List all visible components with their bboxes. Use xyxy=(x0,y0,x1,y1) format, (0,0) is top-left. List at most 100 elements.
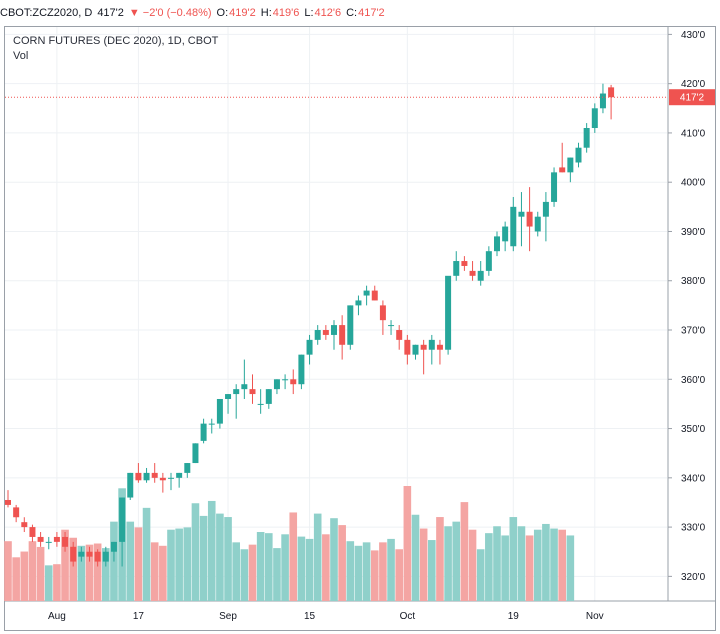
candle-body xyxy=(135,472,142,481)
candle-body xyxy=(70,546,77,562)
candle-body xyxy=(21,522,28,528)
volume-bar xyxy=(281,534,289,601)
last-price: 417'2 xyxy=(97,7,124,19)
candle-body xyxy=(542,201,549,217)
volume-bar xyxy=(419,528,428,601)
candle-body xyxy=(233,389,240,395)
candle-body xyxy=(404,339,411,355)
volume-bar xyxy=(77,545,86,601)
volume-bar xyxy=(44,565,53,601)
volume-bar xyxy=(428,540,436,601)
candle-body xyxy=(273,379,280,390)
volume-bar xyxy=(517,526,526,601)
candle-body xyxy=(168,477,174,479)
volume-bar xyxy=(69,537,77,601)
volume-bar xyxy=(468,529,477,601)
candle-body xyxy=(599,93,606,109)
y-tick-label: 360'0 xyxy=(681,375,706,386)
close-value: 417'2 xyxy=(358,7,385,19)
volume-bar xyxy=(305,538,314,601)
y-tick-label: 340'0 xyxy=(681,473,706,484)
y-tick-label: 350'0 xyxy=(681,424,706,435)
volume-bar xyxy=(354,545,363,601)
volume-label: Vol xyxy=(13,50,29,62)
candle-body xyxy=(13,507,20,518)
candle-body xyxy=(216,398,223,424)
candle-body xyxy=(583,128,590,148)
volume-bar xyxy=(53,564,61,601)
volume-bar xyxy=(550,528,558,601)
candle-body xyxy=(363,290,370,296)
x-tick-label: 19 xyxy=(508,611,520,622)
candle-body xyxy=(559,167,566,173)
candle-body xyxy=(151,472,158,478)
volume-bar xyxy=(150,542,159,601)
candle-body xyxy=(62,536,69,547)
candle-body xyxy=(192,443,199,464)
candle-body xyxy=(331,325,337,335)
chart-frame[interactable] xyxy=(4,26,716,631)
candle-body xyxy=(510,206,517,247)
volume-bar xyxy=(346,541,355,601)
volume-bar xyxy=(542,523,550,601)
volume-bar xyxy=(207,500,216,601)
volume-bar xyxy=(525,535,534,601)
candle-body xyxy=(29,527,36,537)
candle-body xyxy=(225,394,232,399)
volume-bar xyxy=(338,525,346,601)
candle-body xyxy=(94,551,101,562)
high-value: 419'6 xyxy=(272,7,300,19)
volume-bar xyxy=(289,512,298,601)
candle-body xyxy=(78,551,85,557)
candle-body xyxy=(502,226,509,242)
candle-body xyxy=(241,384,248,390)
volume-bar xyxy=(370,550,379,601)
chart-title: CORN FUTURES (DEC 2020), 1D, CBOT xyxy=(13,35,219,47)
candle-body xyxy=(412,344,419,355)
candle-body xyxy=(5,499,11,505)
x-tick-label: Aug xyxy=(48,611,66,622)
volume-bar xyxy=(191,503,200,601)
volume-bar xyxy=(232,542,240,601)
volume-bar xyxy=(566,535,575,601)
candle-body xyxy=(347,305,354,345)
candle-body xyxy=(534,216,541,232)
volume-bar xyxy=(199,515,208,601)
y-tick-label: 410'0 xyxy=(681,128,706,139)
candle-body xyxy=(290,379,297,385)
candle-body xyxy=(445,275,452,350)
volume-bar xyxy=(444,526,452,601)
volume-bar xyxy=(387,538,395,601)
volume-bar xyxy=(533,529,542,601)
volume-bar xyxy=(61,529,69,601)
volume-bar xyxy=(4,541,12,601)
candle-body xyxy=(45,541,52,543)
candle-body xyxy=(379,305,386,321)
candle-body xyxy=(119,497,126,542)
candle-body xyxy=(257,403,264,405)
candle-body xyxy=(436,344,443,350)
low-label: L: xyxy=(304,7,314,19)
candle-body xyxy=(485,251,492,271)
price-tag-bg xyxy=(669,89,715,106)
x-tick-label: Nov xyxy=(586,611,604,622)
volume-bar xyxy=(509,517,518,601)
candle-body xyxy=(282,379,289,381)
symbol-name[interactable]: CBOT:ZCZ2020, D xyxy=(0,7,93,19)
candle-body xyxy=(461,261,468,266)
candle-body xyxy=(371,290,378,301)
open-value: 419'2 xyxy=(229,7,256,19)
volume-bar xyxy=(403,486,412,601)
candle-body xyxy=(159,477,166,481)
volume-bar xyxy=(330,518,338,601)
volume-bar xyxy=(224,517,232,601)
y-tick-label: 370'0 xyxy=(681,326,706,337)
volume-bar xyxy=(460,502,469,601)
candle-body xyxy=(110,541,117,552)
x-tick-label: Sep xyxy=(219,611,237,622)
candle-body xyxy=(453,261,460,276)
candle-body xyxy=(428,339,435,350)
candle-body xyxy=(37,536,44,542)
y-tick-label: 330'0 xyxy=(681,523,706,534)
